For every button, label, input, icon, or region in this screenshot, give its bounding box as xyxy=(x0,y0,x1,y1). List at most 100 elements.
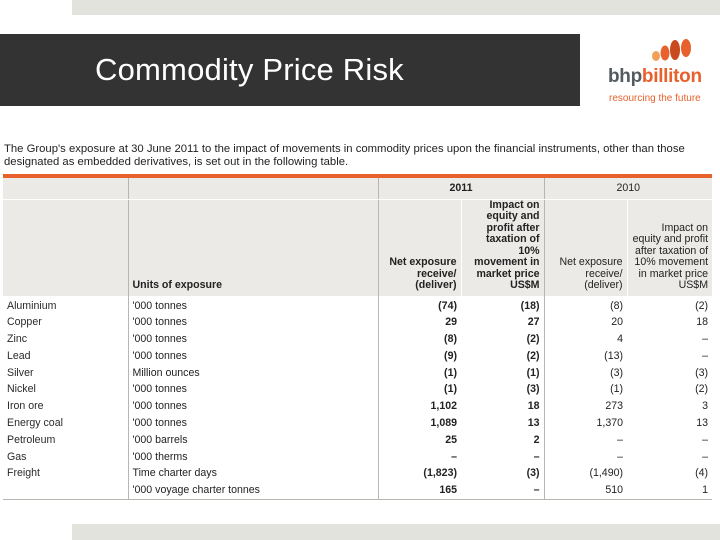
impact-2011-cell: 27 xyxy=(527,316,540,329)
impact-2011-cell: (1) xyxy=(526,366,540,379)
impact-2010-cell: (2) xyxy=(695,299,709,312)
net-2010-cell: (13) xyxy=(543,347,628,365)
impact-2010-cell: – xyxy=(702,333,709,346)
column-header-row: Units of exposure Net exposure receive/ … xyxy=(3,199,713,296)
impact-2011-cell: – xyxy=(533,450,540,463)
units-cell: '000 tonnes xyxy=(127,381,378,399)
net-2010-cell: – xyxy=(543,431,628,449)
bottom-decor-strip xyxy=(72,524,720,540)
impact-2010-cell: (3) xyxy=(695,366,709,379)
units-cell: '000 tonnes xyxy=(127,295,378,315)
commodity-cell xyxy=(3,482,128,499)
table-row: Copper '000 tonnes 29 27 20 18 xyxy=(3,314,712,332)
exposure-table-container: 2011 2010 Units of exposure Net exposure… xyxy=(3,174,713,501)
net-2010-cell: 1,370 xyxy=(543,415,628,432)
impact-2010-cell: – xyxy=(702,433,709,446)
net-2011-cell: (1) xyxy=(377,364,461,382)
table-bottom-rule xyxy=(3,499,712,501)
impact-2011-cell: (3) xyxy=(526,383,540,396)
units-cell: '000 therms xyxy=(127,448,378,466)
impact-2011-cell: (2) xyxy=(526,349,540,362)
units-cell: '000 tonnes xyxy=(127,415,378,432)
units-cell: '000 tonnes xyxy=(127,331,378,348)
table-row: Gas '000 therms – – – – xyxy=(3,448,712,466)
exposure-table: 2011 2010 Units of exposure Net exposure… xyxy=(3,178,713,500)
table-row: Energy coal '000 tonnes 1,089 13 1,370 13 xyxy=(3,415,712,432)
impact-2010-header: Impact on equity and profit after taxati… xyxy=(626,199,713,296)
commodity-cell: Freight xyxy=(7,467,40,480)
logo-tagline: resourcing the future xyxy=(609,93,701,104)
net-2011-cell: 1,102 xyxy=(377,398,461,416)
table-row: Silver Million ounces (1) (1) (3) (3) xyxy=(3,364,712,382)
impact-2010-cell: – xyxy=(702,349,709,362)
impact-2011-cell: 13 xyxy=(527,417,540,430)
net-2011-cell: (1) xyxy=(377,381,461,399)
logo-wordmark: bhpbilliton xyxy=(608,66,702,87)
commodity-cell: Aluminium xyxy=(7,299,57,312)
units-cell: Million ounces xyxy=(127,364,378,382)
company-logo: bhpbilliton resourcing the future xyxy=(604,36,714,106)
table-top-rule xyxy=(3,174,712,178)
table-row: Zinc '000 tonnes (8) (2) 4 – xyxy=(3,331,712,348)
impact-2011-header: Impact on equity and profit after taxati… xyxy=(460,199,545,296)
intro-paragraph: The Group's exposure at 30 June 2011 to … xyxy=(4,143,685,168)
net-2011-cell: 29 xyxy=(377,314,461,332)
units-cell: '000 tonnes xyxy=(127,347,378,365)
units-cell: '000 tonnes xyxy=(127,314,378,332)
net-2011-cell: 1,089 xyxy=(377,415,461,432)
net-2011-cell: (8) xyxy=(377,331,461,348)
net-2010-cell: 273 xyxy=(543,398,628,416)
impact-2011-cell: 2 xyxy=(533,433,540,446)
table-body: Aluminium '000 tonnes (74) (18) (8) (2) Copper… xyxy=(3,295,712,500)
logo-dots-icon xyxy=(652,39,691,61)
net-2010-cell: (1,490) xyxy=(543,465,628,483)
table-row: Lead '000 tonnes (9) (2) (13) – xyxy=(3,347,712,365)
net-2011-cell: 165 xyxy=(377,482,461,500)
net-2010-cell: 510 xyxy=(543,482,628,500)
net-2010-cell: (8) xyxy=(543,295,628,315)
impact-2011-cell: 18 xyxy=(527,400,540,413)
impact-2010-cell: – xyxy=(702,450,709,463)
top-decor-strip xyxy=(72,0,720,15)
commodity-cell: Iron ore xyxy=(7,400,44,413)
table-row: Freight Time charter days (1,823) (3) (1,490… xyxy=(3,465,712,483)
impact-2011-cell: – xyxy=(533,484,540,497)
commodity-cell: Petroleum xyxy=(7,433,56,446)
table-row: Iron ore '000 tonnes 1,102 18 273 3 xyxy=(3,398,712,416)
net-2010-cell: – xyxy=(543,448,628,466)
impact-2011-cell: (2) xyxy=(526,333,540,346)
impact-2010-cell: 3 xyxy=(702,400,709,413)
net-2011-cell: 25 xyxy=(377,431,461,449)
impact-2011-cell: (18) xyxy=(520,299,540,312)
impact-2011-cell: (3) xyxy=(526,467,540,480)
impact-2010-cell: (2) xyxy=(695,383,709,396)
table-row: Aluminium '000 tonnes (74) (18) (8) (2) xyxy=(3,295,712,315)
impact-2010-cell: 13 xyxy=(696,417,709,430)
commodity-cell: Lead xyxy=(7,349,31,362)
commodity-cell: Gas xyxy=(7,450,27,463)
net-2011-cell: (74) xyxy=(377,295,461,315)
net-2011-cell: – xyxy=(377,448,461,466)
year-2010-header: 2010 xyxy=(543,178,713,200)
units-cell: Time charter days xyxy=(127,465,378,483)
commodity-cell: Zinc xyxy=(7,333,28,346)
units-header: Units of exposure xyxy=(127,199,378,296)
units-cell: '000 voyage charter tonnes xyxy=(127,482,378,500)
commodity-cell: Nickel xyxy=(7,383,36,396)
table-row: Petroleum '000 barrels 25 2– – xyxy=(3,431,712,449)
year-header-row: 2011 2010 xyxy=(3,178,713,200)
units-cell: '000 barrels xyxy=(127,431,378,449)
impact-2010-cell: (4) xyxy=(695,467,709,480)
commodity-cell: Copper xyxy=(7,316,42,329)
net-2010-cell: 4 xyxy=(543,331,628,348)
commodity-cell: Energy coal xyxy=(7,417,63,430)
net-2011-cell: (1,823) xyxy=(377,465,461,483)
year-2011-header: 2011 xyxy=(377,178,545,200)
slide-title: Commodity Price Risk xyxy=(95,52,404,87)
net-2010-cell: (3) xyxy=(543,364,628,382)
table-row: Nickel '000 tonnes (1) (3) (1) (2) xyxy=(3,381,712,399)
units-cell: '000 tonnes xyxy=(127,398,378,416)
net-exposure-2011-header: Net exposure receive/ (deliver) xyxy=(377,199,461,296)
net-exposure-2010-header: Net exposure receive/ (deliver) xyxy=(543,199,628,296)
net-2011-cell: (9) xyxy=(377,347,461,365)
